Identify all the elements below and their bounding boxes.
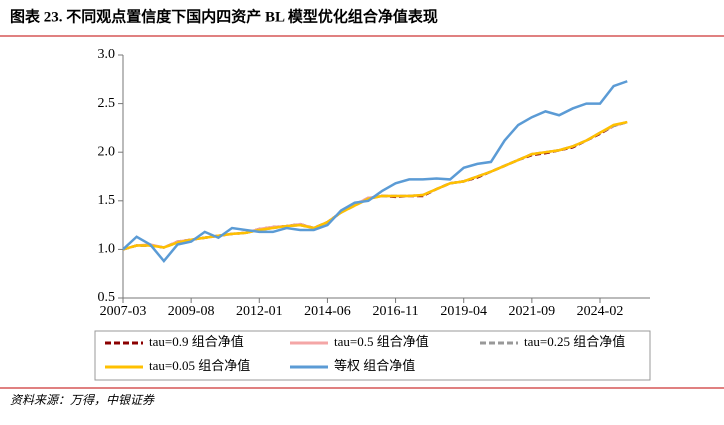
- x-tick-label: 2019-04: [440, 304, 487, 319]
- y-tick-label: 2.0: [98, 144, 116, 159]
- legend-entry: tau=0.9 组合净值: [105, 334, 244, 349]
- series-line: [122, 80, 628, 264]
- legend-label: tau=0.9 组合净值: [149, 334, 244, 349]
- legend-label: tau=0.05 组合净值: [149, 358, 250, 373]
- y-tick-label: 1.0: [98, 242, 116, 257]
- legend-box: [94, 330, 651, 381]
- x-tick-label: 2024-02: [577, 304, 624, 319]
- series-line: [122, 120, 628, 251]
- x-tick-label: 2016-11: [372, 304, 418, 319]
- series-line: [122, 120, 628, 251]
- legend-entry: 等权 组合净值: [290, 358, 415, 373]
- legend-label: tau=0.5 组合净值: [334, 334, 429, 349]
- x-tick-label: 2012-01: [236, 304, 283, 319]
- series-line: [122, 120, 628, 251]
- series-line: [122, 120, 628, 251]
- legend-entry: tau=0.05 组合净值: [105, 358, 250, 373]
- chart-title: 图表 23. 不同观点置信度下国内四资产 BL 模型优化组合净值表现: [10, 7, 438, 25]
- legend-entry: tau=0.5 组合净值: [290, 334, 429, 349]
- y-tick-label: 1.5: [98, 193, 116, 208]
- x-tick-label: 2009-08: [168, 304, 215, 319]
- legend-entry: tau=0.25 组合净值: [480, 334, 625, 349]
- y-tick-label: 0.5: [98, 290, 116, 305]
- y-tick-label: 2.5: [98, 96, 116, 111]
- legend-label: tau=0.25 组合净值: [524, 334, 625, 349]
- x-tick-label: 2007-03: [100, 304, 147, 319]
- legend-label: 等权 组合净值: [334, 358, 415, 373]
- x-tick-label: 2014-06: [304, 304, 351, 319]
- x-tick-label: 2021-09: [509, 304, 556, 319]
- source: 资料来源：万得，中银证券: [10, 393, 155, 407]
- y-tick-label: 3.0: [98, 47, 116, 62]
